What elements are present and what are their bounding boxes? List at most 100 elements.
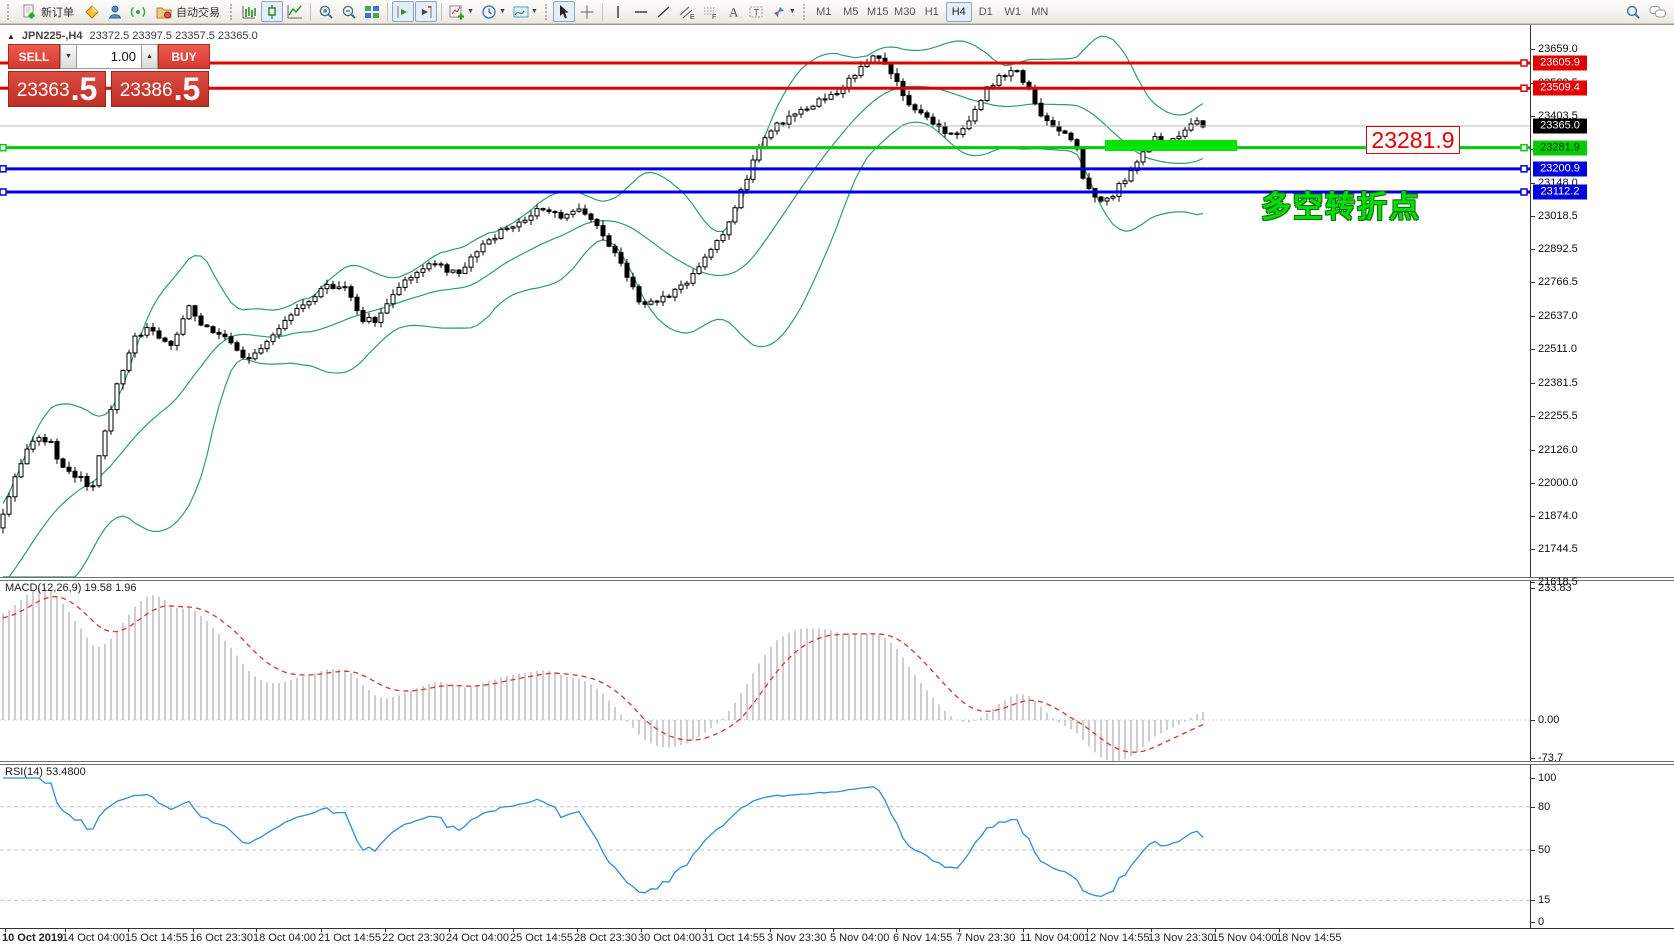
zoom-in-button[interactable] xyxy=(315,1,337,22)
autotrading-label: 自动交易 xyxy=(176,6,220,19)
price-tick-label: 22892.5 xyxy=(1538,243,1578,256)
panel-splitter[interactable] xyxy=(0,577,1674,581)
time-tick-label: 6 Nov 14:55 xyxy=(893,932,953,944)
symbol-ohlc-values: 23372.5 23397.5 23357.5 23365.0 xyxy=(89,30,258,42)
equidistant-channel-tool-button[interactable]: E xyxy=(676,1,698,22)
autotrading-button[interactable]: 自动交易 xyxy=(150,1,226,22)
time-tick-label: 18 Oct 04:00 xyxy=(253,932,316,944)
line-chart-mode-button[interactable] xyxy=(284,1,306,22)
toolbar-grip[interactable] xyxy=(802,3,807,20)
volume-decrease-button[interactable]: ▼ xyxy=(60,44,77,69)
toolbar-grip[interactable] xyxy=(7,3,11,20)
sell-price-display[interactable]: 23363.5 xyxy=(8,71,106,107)
time-tick-label: 16 Oct 23:30 xyxy=(190,932,253,944)
svg-text:T: T xyxy=(753,7,759,17)
tile-windows-button[interactable] xyxy=(361,1,383,22)
buy-button[interactable]: BUY xyxy=(158,44,210,69)
rsi-tick-label: 15 xyxy=(1538,894,1551,907)
price-line-label: 23605.9 xyxy=(1533,55,1587,71)
text-label-tool-button[interactable]: T xyxy=(745,1,767,22)
sell-button[interactable]: SELL xyxy=(8,44,60,69)
chat-icon xyxy=(1649,5,1666,17)
price-tick-label: 23148.0 xyxy=(1538,176,1578,189)
toolbar-separator xyxy=(310,2,311,21)
arrows-tool-button[interactable]: ▼ xyxy=(768,1,799,22)
toolbar-grip[interactable] xyxy=(544,3,549,20)
search-icon xyxy=(1626,5,1640,19)
main-chart-canvas[interactable] xyxy=(0,25,1530,578)
price-callout-box[interactable]: 23281.9 xyxy=(1366,126,1460,154)
add-indicator-icon xyxy=(449,5,464,19)
rsi-panel-canvas[interactable] xyxy=(0,765,1530,928)
cursor-tool-button[interactable] xyxy=(552,1,575,22)
time-tick-label: 22 Oct 23:30 xyxy=(382,932,445,944)
timeframe-d1-button[interactable]: D1 xyxy=(978,5,993,18)
rsi-tick-label: 0 xyxy=(1538,916,1545,928)
buy-price-fraction: .5 xyxy=(173,71,201,107)
data-window-button[interactable] xyxy=(104,1,126,22)
timeframe-h4-button[interactable]: H4 xyxy=(945,1,972,22)
sell-price-main: 23363 xyxy=(16,80,70,101)
price-tick-label: 22511.0 xyxy=(1538,343,1577,356)
clock-icon xyxy=(482,4,496,19)
timeframe-m1-button[interactable]: M1 xyxy=(816,5,832,18)
turning-point-annotation[interactable]: 多空转折点 xyxy=(1261,191,1421,224)
buy-price-display[interactable]: 23386.5 xyxy=(111,71,209,107)
timeframe-mn-button[interactable]: MN xyxy=(1031,5,1049,18)
cursor-icon xyxy=(559,4,569,18)
rsi-tick-label: 100 xyxy=(1538,772,1557,784)
chart-template-icon xyxy=(513,6,529,17)
text-tool-button[interactable]: A xyxy=(722,1,744,22)
line-chart-icon xyxy=(287,4,302,18)
new-order-button[interactable]: 新订单 xyxy=(15,1,80,22)
horizontal-line-tool-button[interactable] xyxy=(630,1,652,22)
time-tick-label: 25 Oct 14:55 xyxy=(510,932,573,944)
timeframe-h1-button[interactable]: H1 xyxy=(924,5,939,18)
price-tick-label: 23528.5 xyxy=(1538,77,1578,90)
main-toolbar: 新订单 自动交易 ▼ ▼ xyxy=(0,0,1674,24)
time-tick-label: 28 Oct 23:30 xyxy=(574,932,637,944)
price-tick-label: 21874.0 xyxy=(1538,509,1578,522)
chart-shift-button[interactable] xyxy=(415,1,437,22)
sell-price-fraction: .5 xyxy=(70,71,98,107)
collapse-icon[interactable]: ▲ xyxy=(7,31,15,41)
price-tick-label: 23659.0 xyxy=(1538,43,1578,56)
search-button[interactable] xyxy=(1622,1,1644,22)
chat-button[interactable] xyxy=(1646,1,1670,22)
timeframe-m30-button[interactable]: M30 xyxy=(894,5,916,18)
vertical-line-tool-button[interactable] xyxy=(607,1,629,22)
candlestick-icon xyxy=(268,4,276,19)
time-tick-label: 3 Nov 23:30 xyxy=(767,932,827,944)
macd-values: 19.58 1.96 xyxy=(84,582,137,594)
macd-tick-label: 233.83 xyxy=(1538,582,1572,594)
price-tick-label: 23018.5 xyxy=(1538,210,1578,223)
zoom-out-button[interactable] xyxy=(338,1,360,22)
add-indicator-button[interactable]: ▼ xyxy=(446,1,477,22)
market-depth-button[interactable] xyxy=(81,1,103,22)
price-tick-label: 22637.0 xyxy=(1538,310,1578,323)
time-tick-label: 18 Nov 14:55 xyxy=(1276,932,1342,944)
autotrading-icon xyxy=(156,7,172,18)
timeframe-m5-button[interactable]: M5 xyxy=(843,5,859,18)
price-line-label: 23509.4 xyxy=(1533,80,1587,96)
timeframe-m15-button[interactable]: M15 xyxy=(867,5,889,18)
toolbar-grip[interactable] xyxy=(230,3,234,20)
toolbar-separator xyxy=(387,2,388,21)
candlestick-mode-button[interactable] xyxy=(261,1,283,22)
signals-button[interactable] xyxy=(127,1,149,22)
macd-panel-canvas[interactable] xyxy=(0,581,1530,762)
rsi-value: 53.4800 xyxy=(45,766,86,778)
volume-input[interactable] xyxy=(77,44,141,69)
template-button[interactable]: ▼ xyxy=(510,1,541,22)
crosshair-icon xyxy=(580,5,594,18)
crosshair-tool-button[interactable] xyxy=(576,1,598,22)
timeframe-w1-button[interactable]: W1 xyxy=(1004,5,1022,18)
fibonacci-tool-button[interactable]: F xyxy=(699,1,721,22)
volume-increase-button[interactable]: ▲ xyxy=(141,44,158,69)
fibonacci-icon: F xyxy=(703,7,716,20)
auto-scroll-button[interactable] xyxy=(392,1,414,22)
trendline-tool-button[interactable] xyxy=(653,1,675,22)
panel-splitter[interactable] xyxy=(0,761,1674,765)
periods-button[interactable]: ▼ xyxy=(478,1,509,22)
bar-chart-mode-button[interactable] xyxy=(238,1,260,22)
